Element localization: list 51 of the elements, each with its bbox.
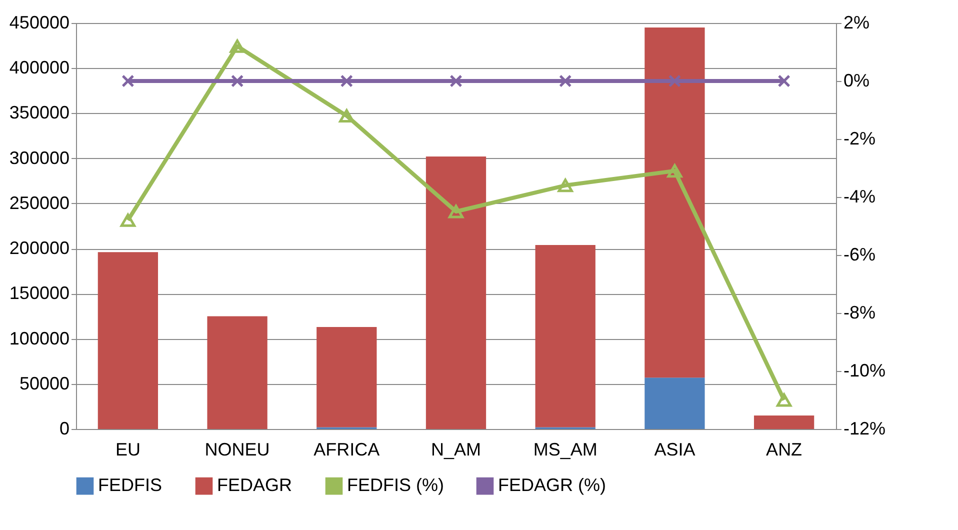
y2-tick-label: 0% <box>844 70 870 90</box>
x-tick-label: AFRICA <box>314 440 380 460</box>
y2-tick-label: -4% <box>844 186 876 206</box>
bar <box>98 252 158 429</box>
y-tick-label: 200000 <box>9 238 70 258</box>
y2-tick-label: -12% <box>844 418 886 438</box>
bar <box>535 244 596 428</box>
y2-tick-label: 2% <box>844 12 870 32</box>
point <box>668 74 682 88</box>
y2-tick-label: -8% <box>844 302 876 322</box>
y-tick-label: 50000 <box>19 373 70 394</box>
bar <box>754 415 814 429</box>
point <box>778 74 790 88</box>
point <box>450 74 462 88</box>
y2-tick-label: -6% <box>844 244 876 264</box>
x-tick-label: EU <box>115 440 140 460</box>
point <box>230 74 244 88</box>
y-tick-label: 400000 <box>9 58 70 78</box>
x-tick-label: N_AM <box>430 440 482 460</box>
bar <box>644 378 705 429</box>
y-tick-label: 150000 <box>9 283 70 304</box>
legend-label: FEDFIS (%) <box>347 475 444 496</box>
point <box>122 74 134 88</box>
bar <box>207 316 268 429</box>
y2-tick-label: -2% <box>844 128 876 148</box>
point <box>448 204 464 218</box>
point <box>230 39 245 53</box>
legend-label: FEDAGR <box>217 475 292 496</box>
y-tick-label: 100000 <box>9 328 70 348</box>
y-tick-label: 450000 <box>9 12 70 32</box>
legend-label: FEDFIS <box>98 475 162 496</box>
x-tick-label: MS_AM <box>533 440 598 460</box>
y-tick-label: 250000 <box>9 192 70 213</box>
y2-tick-label: -10% <box>844 360 886 380</box>
point <box>120 213 136 227</box>
bar <box>644 28 705 378</box>
y-tick-label: 350000 <box>9 102 70 123</box>
legend-label: FEDAGR (%) <box>498 475 606 496</box>
point <box>339 109 354 123</box>
x-tick-label: NONEU <box>204 440 270 460</box>
x-tick-label: ANZ <box>766 440 802 460</box>
y-tick-label: 300000 <box>9 148 70 168</box>
point <box>340 74 353 88</box>
bar <box>316 327 377 428</box>
bar <box>426 156 486 429</box>
point <box>776 393 792 407</box>
x-tick-label: ASIA <box>654 440 696 460</box>
point <box>559 74 572 88</box>
y-tick-label: 0 <box>59 418 70 438</box>
point <box>667 164 682 178</box>
point <box>558 178 573 192</box>
